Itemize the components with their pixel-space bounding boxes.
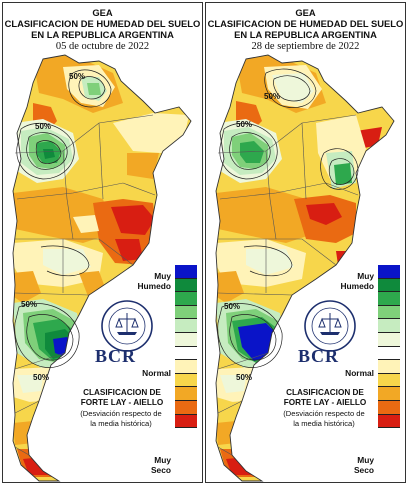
legend-swatch	[378, 292, 400, 306]
legend-swatch	[175, 332, 197, 347]
soil-moisture-map: 50% 50% 50% 50%	[215, 54, 395, 482]
legend-label-line: Seco	[150, 465, 171, 475]
legend-very-wet-label: Muy Humedo	[324, 271, 375, 291]
legend-swatch	[175, 373, 197, 388]
legend-swatch	[175, 400, 197, 415]
contour-label: 50%	[69, 72, 85, 81]
legend-label-line: Muy	[154, 455, 171, 465]
bcr-seal-logo	[101, 300, 153, 352]
legend-label-line: Muy	[357, 271, 374, 281]
bcr-seal-logo	[304, 300, 356, 352]
legend-swatch	[175, 319, 197, 333]
legend-label-line: Humedo	[340, 281, 375, 291]
contour-label: 50%	[21, 300, 37, 309]
legend-label-line: Humedo	[137, 281, 172, 291]
header-subtitle: EN LA REPUBLICA ARGENTINA	[234, 29, 377, 40]
legend-swatch	[175, 292, 197, 306]
classification-line: FORTE LAY - AIELLO	[283, 398, 367, 407]
legend-swatch	[378, 400, 400, 415]
contour-label: 50%	[35, 122, 51, 131]
legend-label-line: Seco	[353, 465, 374, 475]
legend-swatch	[175, 360, 197, 374]
legend-swatch	[378, 265, 400, 279]
legend-swatch	[378, 360, 400, 374]
legend-normal-label: Normal	[142, 368, 171, 378]
legend-label-line: Muy	[154, 271, 171, 281]
moisture-legend	[175, 265, 197, 429]
legend-swatch	[378, 305, 400, 320]
legend-swatch	[175, 265, 197, 279]
legend-very-wet-label: Muy Humedo	[121, 271, 172, 291]
legend-swatch	[378, 414, 400, 429]
map-panel-oct-05: 50% 50% 50% 50% GEA CLASIFICACION DE HUM…	[2, 2, 203, 483]
legend-swatch	[378, 319, 400, 333]
classification-line: FORTE LAY - AIELLO	[80, 398, 164, 407]
classification-line: CLASIFICACION DE	[83, 388, 161, 397]
header-gea: GEA	[92, 7, 113, 18]
map-date: 28 de septiembre de 2022	[251, 41, 360, 52]
legend-very-dry-label: Muy Seco	[121, 455, 171, 475]
header-gea: GEA	[295, 7, 316, 18]
legend-very-dry-label: Muy Seco	[324, 455, 374, 475]
soil-moisture-map: 50% 50% 50% 50%	[12, 54, 192, 482]
classification-note: (Desviación respecto de la media históri…	[268, 409, 380, 429]
note-line: la media histórica)	[90, 419, 152, 428]
legend-swatch	[175, 346, 197, 361]
contour-label: 50%	[264, 92, 280, 101]
header-title: CLASIFICACION DE HUMEDAD DEL SUELO	[4, 18, 201, 29]
header-subtitle: EN LA REPUBLICA ARGENTINA	[31, 29, 174, 40]
bcr-logo-text: BCR	[298, 346, 340, 366]
legend-normal-label: Normal	[345, 368, 374, 378]
classification-title: CLASIFICACION DE FORTE LAY - AIELLO	[270, 388, 380, 408]
note-line: la media histórica)	[293, 419, 355, 428]
legend-swatch	[175, 387, 197, 401]
legend-swatch	[378, 278, 400, 293]
contour-label: 50%	[236, 120, 252, 129]
legend-swatch	[175, 305, 197, 320]
header-title: CLASIFICACION DE HUMEDAD DEL SUELO	[207, 18, 404, 29]
map-date: 05 de octubre de 2022	[55, 41, 150, 52]
legend-swatch	[378, 387, 400, 401]
legend-swatch	[378, 373, 400, 388]
contour-label: 50%	[33, 373, 49, 382]
note-line: (Desviación respecto de	[283, 409, 365, 418]
legend-swatch	[175, 278, 197, 293]
map-panel-sep-28: 50% 50% 50% 50% GEA CLASIFICACION DE HUM…	[205, 2, 406, 483]
contour-label: 50%	[236, 373, 252, 382]
legend-label-line: Muy	[357, 455, 374, 465]
legend-swatch	[378, 346, 400, 361]
bcr-logo-text: BCR	[95, 346, 137, 366]
contour-label: 50%	[224, 302, 240, 311]
moisture-legend	[378, 265, 400, 429]
note-line: (Desviación respecto de	[80, 409, 162, 418]
classification-title: CLASIFICACION DE FORTE LAY - AIELLO	[67, 388, 177, 408]
classification-line: CLASIFICACION DE	[286, 388, 364, 397]
classification-note: (Desviación respecto de la media históri…	[65, 409, 177, 429]
legend-swatch	[378, 332, 400, 347]
legend-swatch	[175, 414, 197, 429]
